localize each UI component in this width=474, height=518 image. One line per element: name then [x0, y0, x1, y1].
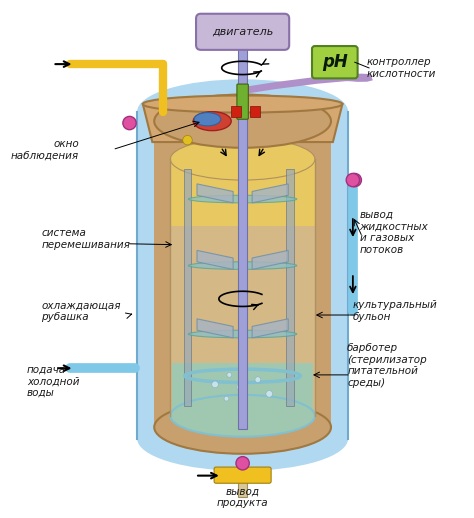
Text: вывод
продукта: вывод продукта — [217, 487, 268, 508]
Polygon shape — [252, 250, 288, 269]
FancyBboxPatch shape — [214, 467, 271, 483]
Circle shape — [123, 117, 136, 130]
Circle shape — [212, 381, 219, 387]
Circle shape — [236, 457, 249, 470]
Bar — [170, 159, 315, 226]
Circle shape — [346, 174, 359, 186]
Circle shape — [183, 135, 192, 145]
Text: вывод
жидкостных
и газовых
потоков: вывод жидкостных и газовых потоков — [359, 210, 428, 255]
Circle shape — [227, 372, 232, 377]
Circle shape — [348, 174, 361, 186]
Polygon shape — [252, 319, 288, 338]
Circle shape — [266, 391, 273, 397]
FancyBboxPatch shape — [237, 84, 248, 119]
Ellipse shape — [189, 195, 297, 203]
Polygon shape — [197, 250, 233, 269]
Text: охлаждающая
рубашка: охлаждающая рубашка — [41, 300, 121, 322]
Ellipse shape — [170, 138, 315, 180]
Bar — [184, 169, 191, 406]
Polygon shape — [197, 184, 233, 203]
Text: барботер
(стерилизатор
питательной
среды): барботер (стерилизатор питательной среды… — [347, 343, 427, 388]
Text: контроллер
кислотности: контроллер кислотности — [366, 57, 436, 79]
Text: культуральный
бульон: культуральный бульон — [353, 300, 438, 322]
Bar — [250, 106, 260, 118]
FancyBboxPatch shape — [312, 46, 357, 78]
Text: окно
наблюдения: окно наблюдения — [11, 139, 79, 161]
Bar — [238, 459, 247, 497]
Ellipse shape — [189, 262, 297, 269]
Ellipse shape — [154, 400, 331, 454]
Text: двигатель: двигатель — [212, 27, 273, 37]
Circle shape — [255, 377, 261, 382]
Polygon shape — [252, 184, 288, 203]
Bar — [231, 106, 241, 118]
Ellipse shape — [137, 406, 348, 471]
Ellipse shape — [194, 112, 221, 126]
Text: система
перемешивания: система перемешивания — [41, 228, 130, 250]
Bar — [286, 169, 294, 406]
Ellipse shape — [154, 94, 331, 148]
Ellipse shape — [137, 79, 348, 144]
Polygon shape — [197, 319, 233, 338]
Bar — [170, 159, 315, 416]
Ellipse shape — [143, 95, 342, 112]
Circle shape — [224, 396, 229, 401]
Text: pH: pH — [322, 53, 348, 71]
Bar — [154, 121, 331, 427]
FancyBboxPatch shape — [137, 112, 348, 439]
Ellipse shape — [170, 395, 315, 437]
Bar — [238, 45, 247, 429]
Circle shape — [237, 383, 245, 391]
Bar — [172, 364, 313, 416]
Ellipse shape — [193, 112, 231, 131]
FancyBboxPatch shape — [196, 14, 289, 50]
Ellipse shape — [189, 330, 297, 338]
Polygon shape — [143, 104, 342, 142]
Text: подача
холодной
воды: подача холодной воды — [27, 365, 79, 398]
